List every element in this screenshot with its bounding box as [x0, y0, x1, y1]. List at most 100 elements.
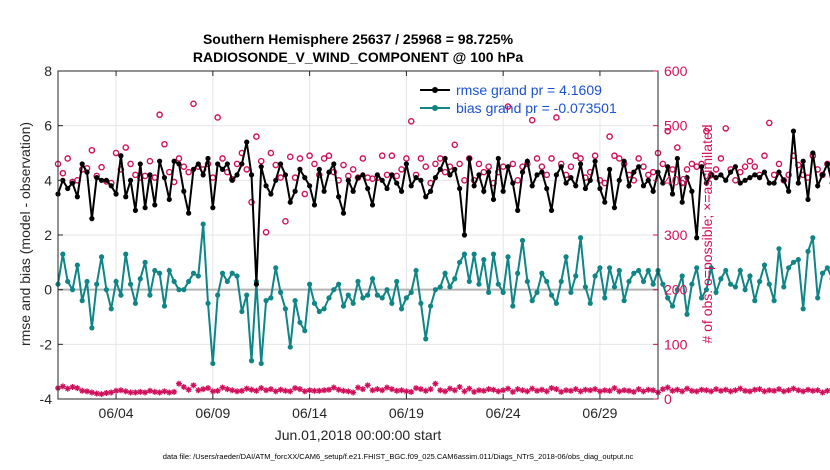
rmse-point: [350, 188, 356, 194]
bias-point: [810, 235, 816, 241]
bias-point: [127, 281, 134, 287]
y-right-tick-label: 400: [664, 172, 688, 188]
bias-point: [103, 287, 109, 293]
obs-assimilated-point: [248, 386, 255, 393]
obs-assimilated-point: [243, 385, 250, 392]
bias-point: [737, 267, 743, 274]
obs-assimilated-point: [398, 387, 405, 394]
obs-assimilated-point: [664, 384, 671, 391]
bias-point: [660, 281, 666, 287]
rmse-point: [669, 191, 676, 197]
bias-point: [703, 287, 709, 293]
bias-point: [181, 287, 187, 293]
rmse-point: [577, 161, 584, 167]
rmse-point: [360, 172, 366, 178]
bias-point: [65, 278, 71, 285]
rmse-point: [394, 180, 400, 186]
obs-possible-point: [112, 149, 120, 157]
bias-point: [229, 270, 235, 276]
obs-assimilated-point: [171, 388, 178, 395]
rmse-point: [660, 180, 666, 186]
bias-point: [490, 251, 497, 257]
rmse-point: [273, 177, 279, 183]
obs-assimilated-point: [253, 387, 260, 394]
rmse-point: [616, 177, 622, 183]
obs-possible-point: [388, 152, 396, 160]
rmse-point: [84, 169, 90, 175]
obs-assimilated-point: [756, 386, 763, 393]
rmse-point: [326, 169, 332, 175]
obs-assimilated-point: [466, 385, 473, 392]
obs-possible-point: [59, 169, 67, 177]
obs-assimilated-point: [417, 386, 424, 393]
obs-assimilated-point: [108, 389, 115, 396]
bias-point: [461, 251, 468, 257]
obs-assimilated-point: [263, 387, 270, 394]
rmse-point: [761, 169, 768, 175]
bias-point: [553, 300, 559, 306]
obs-assimilated-point: [359, 386, 366, 393]
bias-point: [350, 300, 356, 306]
bias-point: [582, 284, 589, 290]
obs-assimilated-point: [785, 387, 792, 394]
obs-assimilated-point: [355, 384, 361, 391]
obs-assimilated-point: [766, 387, 773, 394]
obs-assimilated-point: [117, 387, 124, 394]
obs-possible-point: [301, 190, 309, 198]
obs-possible-point: [257, 157, 265, 165]
obs-assimilated-point: [64, 385, 71, 392]
rmse-point: [708, 172, 714, 178]
obs-assimilated-point: [190, 382, 197, 389]
data-file-footer: data file: /Users/raeder/DAI/ATM_forcXX/…: [163, 452, 634, 461]
obs-possible-point: [514, 177, 521, 184]
rmse-point: [490, 196, 497, 203]
obs-assimilated-point: [403, 388, 410, 395]
bias-point: [781, 284, 787, 290]
obs-possible-point: [577, 155, 584, 162]
rmse-point: [674, 155, 680, 162]
obs-assimilated-point: [442, 388, 449, 395]
obs-possible-point: [156, 111, 163, 119]
obs-possible-point: [88, 146, 96, 154]
obs-assimilated-point: [737, 385, 744, 392]
obs-assimilated-point: [340, 387, 347, 394]
obs-assimilated-point: [277, 386, 284, 393]
obs-possible-point: [635, 155, 642, 162]
obs-possible-point: [504, 103, 512, 110]
bias-point: [548, 292, 555, 298]
obs-possible-point: [403, 155, 410, 162]
obs-assimilated-point: [335, 386, 342, 393]
obs-assimilated-point: [534, 387, 541, 394]
obs-possible-point: [456, 160, 463, 168]
obs-possible-point: [712, 166, 720, 173]
rmse-point: [292, 188, 298, 194]
obs-assimilated-point: [282, 387, 289, 394]
obs-possible-point: [127, 160, 134, 168]
obs-assimilated-point: [814, 387, 821, 394]
rmse-point: [573, 183, 579, 189]
bias-point: [379, 295, 385, 301]
rmse-point: [452, 166, 458, 172]
bias-point: [166, 267, 172, 274]
rmse-point: [815, 183, 821, 189]
obs-assimilated-point: [98, 391, 105, 398]
rmse-point: [500, 188, 506, 194]
rmse-point: [524, 158, 530, 164]
obs-assimilated-point: [548, 385, 555, 392]
obs-possible-point: [378, 152, 386, 160]
rmse-point: [481, 188, 487, 194]
bias-point: [790, 259, 797, 265]
bias-point: [650, 281, 656, 287]
obs-assimilated-point: [684, 385, 691, 392]
rmse-point: [127, 177, 134, 183]
obs-assimilated-point: [505, 385, 511, 392]
obs-possible-point: [282, 218, 289, 225]
bias-point: [336, 281, 342, 287]
y-tick-label: 6: [44, 118, 52, 134]
bias-point: [244, 292, 250, 298]
bias-point: [263, 298, 269, 304]
obs-assimilated-point: [427, 386, 434, 393]
obs-assimilated-point: [717, 387, 724, 394]
bias-point: [432, 287, 439, 293]
bias-point: [152, 267, 158, 274]
